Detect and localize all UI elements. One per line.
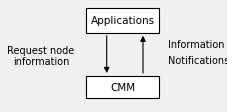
Text: CMM: CMM — [110, 82, 135, 92]
Text: Applications: Applications — [91, 16, 155, 26]
Bar — [86, 9, 159, 34]
Text: Notifications: Notifications — [168, 56, 227, 65]
Bar — [86, 76, 159, 99]
Text: Information: Information — [168, 40, 225, 50]
Text: Request node
information: Request node information — [7, 45, 74, 67]
